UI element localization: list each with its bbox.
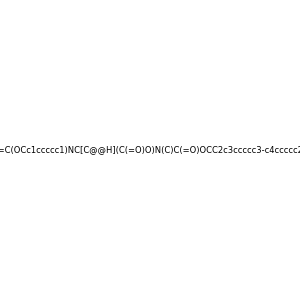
Text: O=C(OCc1ccccc1)NC[C@@H](C(=O)O)N(C)C(=O)OCC2c3ccccc3-c4ccccc24: O=C(OCc1ccccc1)NC[C@@H](C(=O)O)N(C)C(=O)… xyxy=(0,146,300,154)
